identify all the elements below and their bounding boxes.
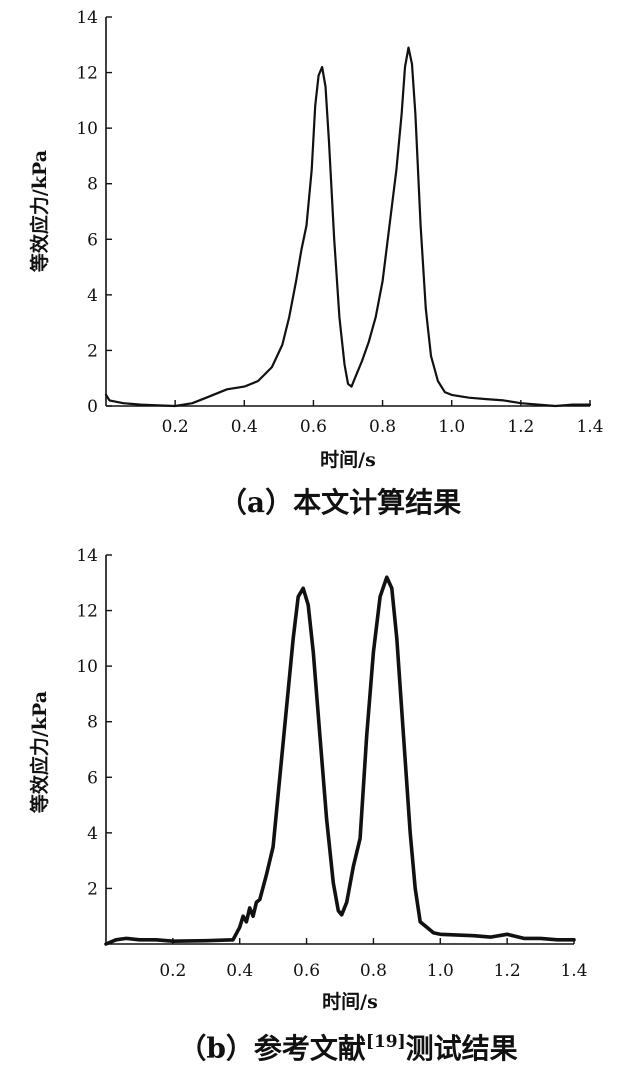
chart-a-y-tick-label: 8 [87,175,98,195]
chart-b-x-tick-label: 0.4 [226,961,253,981]
chart-b-y-tick-label: 8 [87,713,98,733]
chart-b-y-tick-label: 4 [87,824,98,844]
chart-a-x-tick-label: 0.4 [231,417,258,437]
chart-b-x-tick-label: 1.4 [560,961,587,981]
chart-a-x-tick-label: 1.2 [507,417,534,437]
chart-a-y-tick-label: 2 [87,341,98,361]
chart-a-xlabel: 时间/s [320,449,376,471]
chart-b-y-tick-label: 2 [87,879,98,899]
chart-a-y-tick-label: 10 [76,119,98,139]
chart-a-y-tick-label: 12 [76,64,98,84]
chart-b-y-tick-label: 6 [87,768,98,788]
chart-b-x-tick-label: 1.0 [427,961,454,981]
chart-a-y-tick-label: 14 [76,8,98,28]
chart-a-y-tick-label: 6 [87,230,98,250]
chart-b-caption: （b）参考文献[19]测试结果 [178,1032,517,1065]
chart-b-x-tick-label: 0.6 [293,961,320,981]
chart-b-ylabel: 等效应力/kPa [28,691,51,814]
chart-b-ticks: 0.2 0.4 0.6 0.8 1.0 1.2 1.4 2 4 6 8 10 12 14 [76,546,587,981]
chart-b-caption-main: （b）参考文献 [178,1032,366,1065]
chart-a-caption: （a）本文计算结果 [219,486,461,519]
chart-b-caption-suffix: 测试结果 [406,1032,518,1065]
chart-a-x-tick-label: 0.6 [300,417,327,437]
chart-a-x-tick-label: 1.0 [438,417,465,437]
chart-b-x-tick-label: 0.2 [159,961,186,981]
chart-b-series-line [104,575,576,946]
chart-a-ylabel: 等效应力/kPa [28,150,51,273]
chart-b: 0.2 0.4 0.6 0.8 1.0 1.2 1.4 2 4 6 8 10 12 14 时间/s 等效应… [28,546,588,1065]
chart-b-y-tick-label: 10 [76,657,98,677]
chart-a-x-tick-label: 1.4 [576,417,603,437]
chart-a-y-tick-label: 4 [87,286,98,306]
chart-b-y-tick-label: 12 [76,602,98,622]
chart-a-series-line [104,46,592,408]
chart-a-x-tick-label: 0.8 [369,417,396,437]
chart-a-ticks: 0.2 0.4 0.6 0.8 1.0 1.2 1.4 0 2 4 6 8 10 12 14 [76,8,603,437]
chart-a-y-tick-label: 0 [87,397,98,417]
chart-b-caption-ref: [19] [366,1032,406,1052]
chart-b-y-tick-label: 14 [76,546,98,566]
chart-b-xlabel: 时间/s [322,991,378,1013]
chart-a: 0.2 0.4 0.6 0.8 1.0 1.2 1.4 0 2 4 6 8 10 12 14 时间/s 等效… [28,8,604,519]
chart-b-x-tick-label: 1.2 [494,961,521,981]
chart-b-x-tick-label: 0.8 [360,961,387,981]
chart-a-x-tick-label: 0.2 [162,417,189,437]
